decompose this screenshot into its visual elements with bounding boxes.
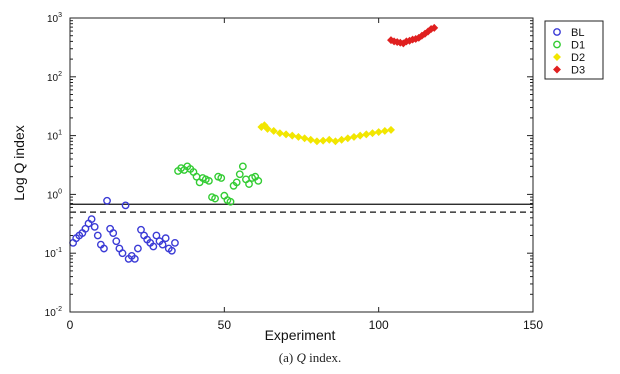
data-point — [269, 126, 278, 135]
legend-marker — [553, 53, 561, 61]
data-point — [118, 249, 127, 258]
data-point — [312, 137, 321, 146]
caption-suffix: index. — [309, 350, 342, 365]
legend-label: D3 — [571, 65, 585, 77]
axes — [69, 17, 534, 313]
legend-marker — [553, 28, 561, 36]
data-point — [217, 174, 226, 182]
data-point — [294, 132, 303, 141]
data-point — [356, 131, 365, 140]
data-point — [90, 223, 99, 231]
data-point — [300, 134, 309, 143]
data-point — [350, 132, 358, 141]
y-tick-label: 100 — [47, 188, 62, 201]
data-point — [226, 197, 235, 206]
data-point — [337, 135, 346, 144]
data-point — [211, 194, 219, 203]
reference-lines — [70, 203, 533, 213]
legend-marker — [553, 40, 561, 49]
data-point — [374, 128, 383, 136]
data-point — [245, 180, 253, 188]
y-axis-label: Log Q index — [11, 125, 27, 201]
data-point — [319, 136, 328, 145]
figure-caption: (a) Q index. — [0, 350, 620, 366]
y-tick-label: 103 — [47, 12, 62, 25]
data-point — [331, 137, 340, 146]
x-axis-ticks: 0 50 100 150 — [67, 18, 543, 332]
x-tick-label: 100 — [369, 318, 389, 332]
series-d1 — [174, 162, 263, 206]
data-point — [387, 125, 395, 134]
data-point — [343, 134, 352, 143]
data-point — [288, 131, 297, 140]
y-tick-label: 10-2 — [45, 306, 62, 319]
data-point — [368, 129, 377, 138]
data-point — [158, 240, 167, 249]
data-point — [232, 178, 241, 187]
data-point — [152, 231, 161, 240]
data-point — [93, 231, 102, 240]
legend-marker — [553, 65, 561, 74]
x-tick-label: 150 — [523, 318, 543, 332]
data-point — [161, 234, 170, 243]
y-tick-label: 101 — [47, 130, 62, 143]
data-point — [263, 124, 272, 133]
data-point — [130, 254, 139, 263]
data-markers — [69, 23, 439, 263]
data-point — [134, 244, 142, 253]
data-point — [362, 130, 371, 139]
data-point — [137, 225, 145, 234]
data-point — [238, 162, 247, 171]
y-axis-ticks: 10-2 10-1 100 101 102 103 — [45, 12, 533, 319]
data-point — [109, 229, 118, 237]
data-point — [121, 201, 130, 210]
data-point — [275, 129, 284, 138]
data-point — [254, 176, 263, 185]
series-bl — [69, 196, 179, 263]
data-point — [204, 176, 213, 185]
x-axis-label: Experiment — [265, 327, 336, 343]
data-point — [171, 238, 179, 247]
data-point — [235, 170, 244, 179]
data-point — [100, 244, 108, 253]
data-point — [380, 126, 389, 135]
series-d2 — [257, 121, 395, 146]
legend-label: D1 — [571, 40, 585, 52]
legend-label: BL — [571, 27, 584, 39]
series-d3 — [387, 23, 439, 48]
y-tick-label: 10-1 — [45, 247, 62, 260]
caption-prefix: (a) — [278, 350, 294, 365]
data-point — [87, 215, 96, 224]
data-point — [167, 246, 176, 255]
x-tick-label: 0 — [67, 318, 74, 332]
data-point — [306, 135, 315, 144]
caption-symbol: Q — [296, 350, 306, 365]
plot-frame — [69, 17, 534, 313]
y-tick-label: 102 — [47, 71, 62, 84]
data-point — [149, 242, 158, 251]
data-point — [103, 196, 111, 205]
data-point — [325, 135, 334, 144]
data-point — [430, 23, 439, 32]
legend-label: D2 — [571, 52, 585, 64]
data-point — [112, 237, 121, 246]
x-tick-label: 50 — [218, 318, 232, 332]
data-point — [282, 130, 291, 139]
